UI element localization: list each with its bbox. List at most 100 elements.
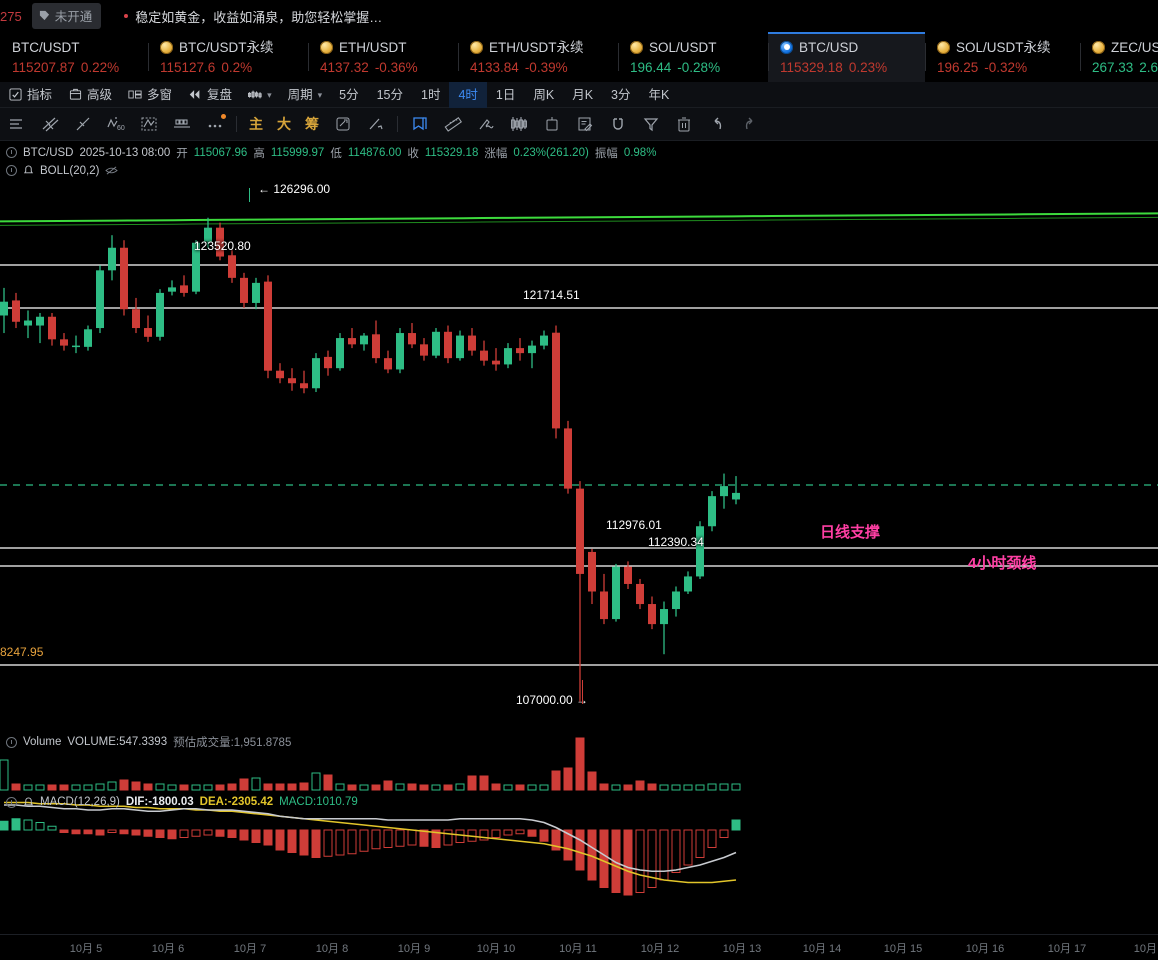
ticker-price: 115207.87	[12, 59, 75, 75]
macd-bell-icon[interactable]	[23, 796, 34, 808]
ticker-symbol: BTC/USDT	[12, 39, 80, 55]
price-label: 121714.51	[523, 288, 580, 302]
macd-histogram-bar	[527, 829, 537, 837]
macd-histogram-bar	[731, 819, 741, 831]
pattern-icon[interactable]	[132, 108, 165, 141]
ticker-price: 4133.84	[470, 59, 519, 75]
ticker-BTC-USDT[interactable]: BTC/USDT 115207.87 0.22%	[0, 32, 148, 82]
candle	[672, 586, 680, 617]
timeframe-月K[interactable]: 月K	[572, 87, 594, 102]
candle	[0, 287, 8, 334]
macd-histogram-bar	[659, 829, 669, 881]
ticker-ZEC-USDT[interactable]: ZEC/USDT 267.33 2.67	[1080, 32, 1158, 82]
ticker-BTC-USD[interactable]: BTC/USD 115329.18 0.23%	[768, 32, 925, 82]
timeframe-年K[interactable]: 年K	[648, 87, 670, 102]
ticker-price-row: 4133.84 -0.39%	[470, 58, 604, 77]
candle	[216, 222, 224, 261]
macd-histogram-bar	[239, 829, 249, 841]
ticker-change: 0.23%	[848, 59, 888, 75]
volume-estimated: 预估成交量:1,951.8785	[173, 737, 292, 749]
timeframe-3分[interactable]: 3分	[611, 87, 631, 102]
position-tool-icon[interactable]	[165, 108, 198, 141]
timeframe-5分[interactable]: 5分	[339, 87, 359, 102]
volume-eye-icon[interactable]	[6, 736, 17, 748]
timeframe-group[interactable]: 5分 15分 1时 4时 1日 周K 月K 3分 年K	[330, 81, 678, 108]
wave-label-icon[interactable]: 60	[99, 108, 132, 141]
candle	[168, 280, 176, 296]
chart-note: 4小时颈线	[968, 555, 1037, 572]
ticker-symbol: ETH/USDT永续	[489, 39, 584, 55]
toolbar-multiwindow[interactable]: 多窗	[120, 82, 180, 108]
timeframe-1时[interactable]: 1时	[421, 87, 441, 102]
more-tools-icon[interactable]	[198, 108, 231, 141]
toolbar-charttype[interactable]: ▾	[240, 82, 280, 108]
x-axis-tick: 10月 13	[722, 943, 762, 955]
candle	[612, 563, 620, 622]
hide-eye-icon[interactable]	[105, 165, 119, 176]
timeframe-周K[interactable]: 周K	[533, 87, 555, 102]
eye-toggle-icon[interactable]	[6, 147, 17, 158]
candle	[492, 348, 500, 371]
toolbar-replay[interactable]: 复盘	[180, 82, 240, 108]
tool-chip-label[interactable]: 筹	[305, 116, 319, 132]
macd-eye-icon[interactable]	[6, 796, 17, 808]
boll-eye-icon[interactable]	[6, 165, 17, 176]
macd-histogram-bar	[155, 829, 165, 838]
volume-bar	[95, 783, 105, 791]
filter-icon[interactable]	[634, 108, 667, 141]
macd-dif: DIF:-1800.03	[125, 796, 194, 808]
ohlc-datetime: 2025-10-13 08:00	[79, 146, 171, 159]
bell-icon[interactable]	[23, 165, 34, 176]
toolbar-period[interactable]: 周期 ▾	[280, 82, 331, 108]
undo-icon[interactable]	[700, 108, 733, 141]
promo-message[interactable]: 稳定如黄金，收益如涌泉，助您轻松掌握…	[124, 7, 382, 26]
ticker-BTC-USDT永续[interactable]: BTC/USDT永续 115127.6 0.2%	[148, 32, 308, 82]
ticker-SOL-USDT[interactable]: SOL/USDT 196.44 -0.28%	[618, 32, 768, 82]
candle	[408, 323, 416, 349]
macd-pane[interactable]	[0, 794, 1158, 934]
timeframe-1日[interactable]: 1日	[495, 87, 516, 102]
ticker-strip[interactable]: BTC/USDT 115207.87 0.22% BTC/USDT永续 115127.6…	[0, 32, 1158, 82]
volume-bar	[731, 783, 741, 791]
toolbar-advanced[interactable]: 高级	[60, 82, 120, 108]
toolbar-indicator[interactable]: 指标	[0, 82, 60, 108]
price-chart-pane[interactable]: ← 126296.00 123520.80 121714.51 112976.01 11…	[0, 180, 1158, 732]
tool-main-label[interactable]: 主	[249, 116, 263, 132]
candle	[96, 265, 104, 334]
period-toolbar[interactable]: 指标 高级 多窗 复盘	[0, 81, 1158, 108]
pen-icon[interactable]	[469, 108, 502, 141]
macd-histogram-bar	[95, 829, 105, 836]
toolbar-advanced-label: 高级	[87, 87, 113, 102]
candle	[264, 275, 272, 379]
ruler-icon[interactable]	[436, 108, 469, 141]
drawing-toolbar[interactable]: 60 主 大 筹	[0, 108, 1158, 141]
bookmark-icon[interactable]	[403, 108, 436, 141]
magnet-pin-icon[interactable]	[326, 108, 359, 141]
volume-bar	[395, 783, 405, 791]
note-edit-icon[interactable]	[568, 108, 601, 141]
timeframe-4时[interactable]: 4时	[449, 81, 487, 108]
candle	[324, 350, 332, 376]
candle-measure-icon[interactable]	[502, 108, 535, 141]
tool-big-label[interactable]: 大	[277, 116, 291, 132]
candle	[72, 335, 80, 354]
cursor-list-icon[interactable]	[0, 108, 33, 141]
volume-bar	[563, 767, 573, 791]
trendline-pair-icon[interactable]	[33, 108, 66, 141]
ticker-ETH-USDT永续[interactable]: ETH/USDT永续 4133.84 -0.39%	[458, 32, 618, 82]
ticker-symbol-row: BTC/USDT永续	[160, 38, 294, 57]
timeframe-15分[interactable]: 15分	[376, 87, 403, 102]
ticker-ETH-USDT[interactable]: ETH/USDT 4137.32 -0.36%	[308, 32, 458, 82]
volume-bar	[647, 783, 657, 791]
brush-icon[interactable]	[359, 108, 392, 141]
x-axis-tick: 10月 7	[233, 943, 267, 955]
redo-icon[interactable]	[733, 108, 766, 141]
trash-icon[interactable]	[667, 108, 700, 141]
lock-icon[interactable]	[535, 108, 568, 141]
ticker-SOL-USDT永续[interactable]: SOL/USDT永续 196.25 -0.32%	[925, 32, 1080, 82]
magnet-icon[interactable]	[601, 108, 634, 141]
volume-pane[interactable]	[0, 732, 1158, 794]
volume-bar	[47, 784, 57, 791]
ray-line-icon[interactable]	[66, 108, 99, 141]
unopened-badge[interactable]: 未开通	[31, 3, 102, 29]
